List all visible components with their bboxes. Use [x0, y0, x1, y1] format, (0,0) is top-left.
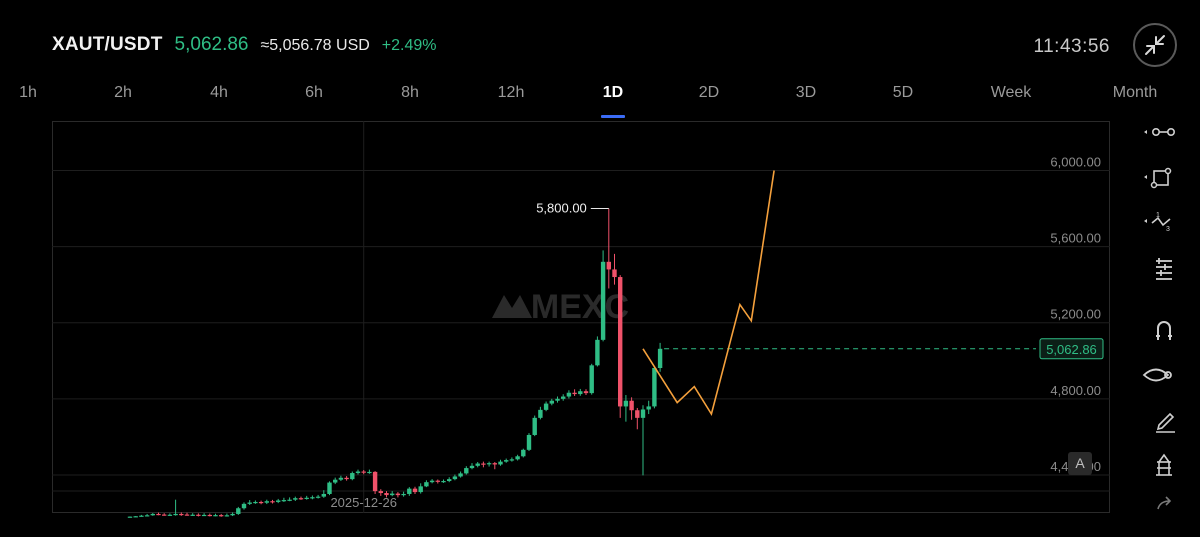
pair-symbol[interactable]: XAUT/USDT: [52, 34, 163, 55]
svg-text:3: 3: [1166, 226, 1170, 233]
candle-body: [230, 513, 235, 516]
candle-body: [139, 515, 144, 517]
shape-tool-icon[interactable]: [1132, 165, 1182, 193]
candle-body: [213, 515, 218, 517]
candle-body: [201, 514, 207, 517]
horizontal-line-tool-icon[interactable]: [1132, 121, 1182, 149]
collapse-button[interactable]: [1133, 23, 1177, 67]
collapse-arrows-icon: [1145, 35, 1165, 55]
tab-2d[interactable]: 2D: [698, 84, 720, 101]
candle-body: [167, 514, 173, 516]
eye-icon[interactable]: [1132, 361, 1182, 389]
timeframe-tabs: 1h 2h 4h 6h 8h 12h 1D 2D 3D 5D Week Mont…: [0, 84, 1200, 120]
candle-body: [173, 513, 178, 516]
usd-price: ≈5,056.78 USD: [260, 37, 370, 54]
candle-body: [144, 515, 150, 517]
candle-body: [179, 513, 184, 516]
candle-body: [190, 514, 195, 516]
tab-8h[interactable]: 8h: [401, 84, 419, 101]
candle-body: [162, 514, 167, 516]
pencil-icon[interactable]: [1132, 406, 1182, 434]
magnet-icon[interactable]: [1132, 316, 1182, 344]
chart-panel[interactable]: [52, 121, 1110, 513]
candle-body: [207, 514, 212, 517]
tab-2h[interactable]: 2h: [114, 84, 132, 101]
candle-body: [219, 515, 224, 517]
share-icon[interactable]: [1132, 493, 1182, 521]
drawing-toolbar: 1 3: [1118, 121, 1200, 516]
candle-body: [156, 513, 161, 516]
tab-6h[interactable]: 6h: [305, 84, 323, 101]
candle-body: [127, 516, 133, 518]
tab-3d[interactable]: 3D: [795, 84, 817, 101]
tab-1h[interactable]: 1h: [19, 84, 37, 101]
indicator-settings-icon[interactable]: [1132, 255, 1182, 283]
ticker-header: XAUT/USDT 5,062.86 ≈5,056.78 USD +2.49%: [52, 34, 437, 56]
candle-body: [196, 514, 201, 516]
auto-scale-button[interactable]: A: [1068, 452, 1092, 475]
price-change: +2.49%: [381, 37, 437, 54]
candle-body: [224, 515, 230, 517]
tab-4h[interactable]: 4h: [210, 84, 228, 101]
tab-month[interactable]: Month: [1112, 84, 1158, 101]
tab-5d[interactable]: 5D: [892, 84, 914, 101]
svg-text:1: 1: [1156, 212, 1160, 219]
clock: 11:43:56: [1033, 36, 1110, 57]
tab-12h[interactable]: 12h: [497, 84, 525, 101]
tab-week[interactable]: Week: [990, 84, 1032, 101]
candle-body: [150, 513, 155, 516]
last-price: 5,062.86: [174, 34, 249, 55]
tab-1d[interactable]: 1D: [602, 84, 624, 101]
active-tab-indicator: [601, 115, 625, 118]
candle-body: [133, 516, 138, 518]
fibonacci-tool-icon[interactable]: 1 3: [1132, 209, 1182, 237]
trading-tool-icon[interactable]: [1132, 451, 1182, 479]
candle-body: [184, 514, 190, 516]
